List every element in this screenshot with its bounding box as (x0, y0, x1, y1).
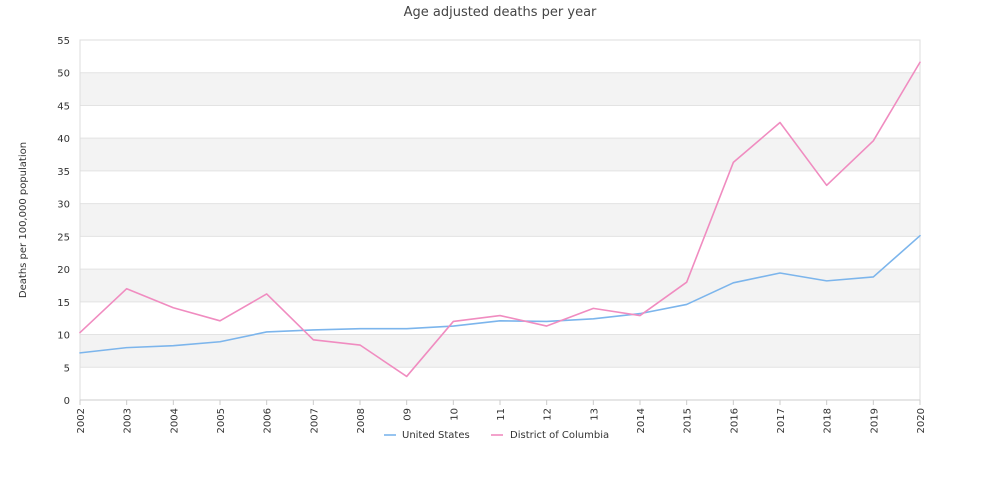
y-tick-label: 40 (57, 134, 70, 145)
x-tick-label: 2020 (916, 408, 927, 433)
plot-band (80, 138, 920, 171)
legend-label-0: United States (402, 430, 470, 441)
y-tick-label: 55 (57, 36, 70, 47)
chart-title: Age adjusted deaths per year (404, 5, 597, 20)
y-tick-label: 10 (57, 331, 70, 342)
y-tick-label: 50 (57, 69, 70, 80)
y-axis-ticks: 0 5 10 15 20 25 30 35 40 45 50 55 (57, 36, 70, 407)
plot-band (80, 334, 920, 368)
x-tick-label: 2007 (309, 408, 320, 433)
x-tick-label: 2017 (776, 408, 787, 433)
plot-band (80, 203, 920, 237)
y-axis-label: Deaths per 100,000 population (18, 142, 29, 298)
plot-band (80, 269, 920, 302)
y-tick-label: 45 (57, 101, 70, 112)
x-tick-label: 2005 (216, 408, 227, 433)
x-tick-label: 2004 (169, 408, 180, 433)
x-tick-label: 2006 (263, 408, 274, 433)
series-line-1 (79, 61, 921, 378)
y-tick-label: 5 (64, 363, 70, 374)
x-tick-label: 2008 (356, 408, 367, 433)
plot-bands (80, 72, 920, 368)
y-tick-label: 20 (57, 265, 70, 276)
x-tick-label: 2003 (123, 408, 134, 433)
x-tick-label: 09 (403, 408, 414, 421)
x-tick-label: 2018 (823, 408, 834, 433)
series-lines (79, 61, 921, 378)
legend-label-1: District of Columbia (510, 430, 609, 441)
x-tick-label: 13 (589, 408, 600, 421)
x-tick-label: 2016 (729, 408, 740, 433)
y-tick-label: 25 (57, 232, 70, 243)
x-tick-label: 2002 (76, 408, 87, 433)
x-tick-label: 10 (449, 408, 460, 421)
x-tick-label: 12 (543, 408, 554, 421)
x-tick-label: 2014 (636, 408, 647, 433)
plot-band (80, 72, 920, 106)
x-axis-ticks: 2002 2003 2004 2005 2006 2007 2008 09 10 11 12 13 20… (76, 400, 927, 433)
legend: United States District of Columbia (384, 430, 609, 441)
y-tick-label: 0 (64, 396, 70, 407)
series-line-0 (79, 234, 921, 354)
x-tick-label: 11 (496, 408, 507, 421)
x-tick-label: 2015 (683, 408, 694, 433)
x-tick-label: 2019 (869, 408, 880, 433)
y-tick-label: 35 (57, 167, 70, 178)
y-tick-label: 15 (57, 298, 70, 309)
y-tick-label: 30 (57, 200, 70, 211)
